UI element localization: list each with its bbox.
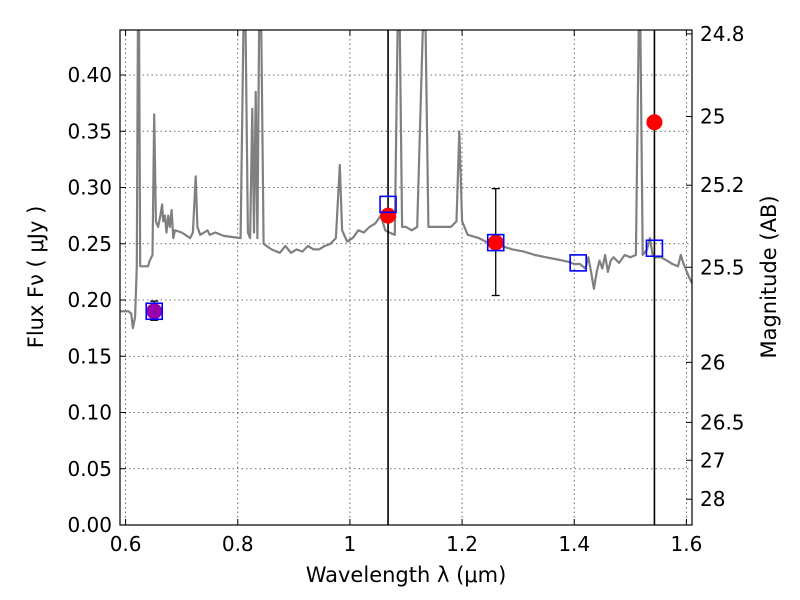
x-tick-label: 0.8 <box>222 532 254 556</box>
plot-frame <box>119 29 693 526</box>
y-axis-label: Flux Fν ( μJy ) <box>24 206 48 349</box>
observed-data-point <box>487 234 504 251</box>
series-layer <box>120 30 692 525</box>
ticks-layer: 0.6 0.8 1 1.2 1.4 1.6 0.00 0.05 0.10 0.15 0.20 0.25… <box>67 22 744 556</box>
observed-data-point <box>646 114 663 131</box>
model-box-marker <box>569 254 587 272</box>
x-tick-label: 1.4 <box>558 532 590 556</box>
x-tick-label: 1.6 <box>670 532 702 556</box>
y-tick-label: 0.30 <box>67 176 112 200</box>
model-box-marker <box>379 195 397 214</box>
x-tick-label: 0.6 <box>110 532 142 556</box>
x-axis-label: Wavelength λ (μm) <box>306 563 507 587</box>
y-tick-label: 0.35 <box>67 119 112 143</box>
mag-tick-label: 28 <box>700 487 725 511</box>
mag-tick-label: 25 <box>700 105 725 129</box>
spectrum-line <box>120 30 692 330</box>
y-tick-label: 0.05 <box>67 457 112 481</box>
y-tick-label: 0.00 <box>67 513 112 537</box>
mag-tick-label: 25.2 <box>700 173 745 197</box>
mag-tick-label: 27 <box>700 448 725 472</box>
plot-area <box>120 30 692 525</box>
purple-data-point <box>146 303 163 320</box>
points-layer <box>145 114 664 321</box>
observed-data-point <box>380 207 397 224</box>
model-box-marker <box>486 233 505 252</box>
y-tick-label: 0.10 <box>67 401 112 425</box>
x-tick-label: 1 <box>344 532 357 556</box>
y-tick-label: 0.25 <box>67 232 112 256</box>
model-box-marker <box>145 302 164 321</box>
model-box-marker <box>645 239 664 258</box>
mag-tick-label: 26 <box>700 350 725 374</box>
x-tick-label: 1.2 <box>446 532 478 556</box>
y-tick-label: 0.40 <box>67 63 112 87</box>
right-axis-label: Magnitude (AB) <box>757 195 781 358</box>
y-tick-label: 0.20 <box>67 288 112 312</box>
mag-tick-label: 25.5 <box>700 255 745 279</box>
mag-tick-label: 24.8 <box>700 22 745 46</box>
mag-tick-label: 26.5 <box>700 410 745 434</box>
y-tick-label: 0.15 <box>67 344 112 368</box>
